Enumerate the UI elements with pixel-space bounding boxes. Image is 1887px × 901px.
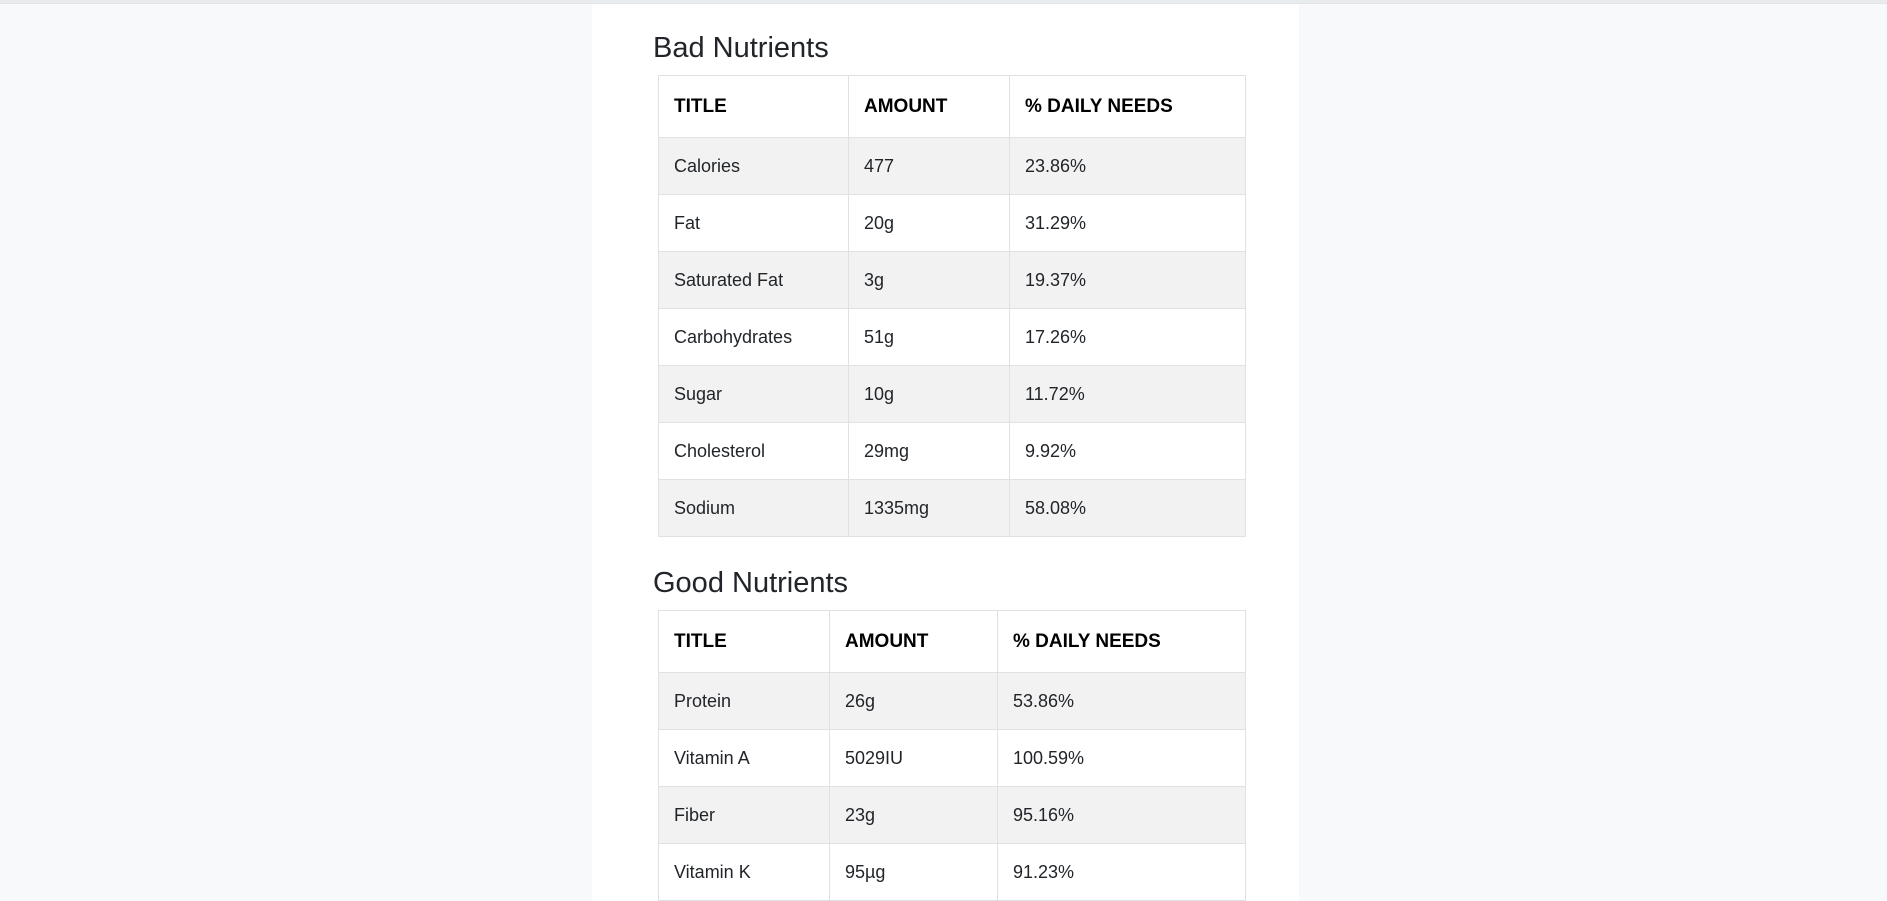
table-row: Calories 477 23.86%: [658, 137, 1246, 195]
cell-amount: 5029IU: [829, 729, 998, 787]
cell-title: Vitamin A: [658, 729, 830, 787]
column-header-daily-needs: % DAILY NEEDS: [1009, 75, 1246, 138]
cell-daily-needs: 91.23%: [997, 843, 1246, 901]
column-header-daily-needs: % DAILY NEEDS: [997, 610, 1246, 673]
cell-daily-needs: 58.08%: [1009, 479, 1246, 537]
cell-title: Protein: [658, 672, 830, 730]
cell-amount: 3g: [848, 251, 1010, 309]
cell-daily-needs: 11.72%: [1009, 365, 1246, 423]
cell-title: Fiber: [658, 786, 830, 844]
cell-amount: 10g: [848, 365, 1010, 423]
table-row: Fiber 23g 95.16%: [658, 786, 1246, 844]
cell-title: Sodium: [658, 479, 849, 537]
good-nutrients-heading: Good Nutrients: [653, 567, 849, 599]
table-header-row: TITLE AMOUNT % DAILY NEEDS: [658, 610, 1246, 673]
table-row: Sugar 10g 11.72%: [658, 365, 1246, 423]
cell-daily-needs: 95.16%: [997, 786, 1246, 844]
table-row: Vitamin A 5029IU 100.59%: [658, 729, 1246, 787]
table-row: Fat 20g 31.29%: [658, 194, 1246, 252]
column-header-title: TITLE: [658, 75, 849, 138]
table-row: Carbohydrates 51g 17.26%: [658, 308, 1246, 366]
cell-amount: 95µg: [829, 843, 998, 901]
column-header-title: TITLE: [658, 610, 830, 673]
table-row: Cholesterol 29mg 9.92%: [658, 422, 1246, 480]
cell-title: Sugar: [658, 365, 849, 423]
cell-daily-needs: 17.26%: [1009, 308, 1246, 366]
content-panel: Bad Nutrients TITLE AMOUNT % DAILY NEEDS…: [592, 4, 1299, 901]
cell-title: Cholesterol: [658, 422, 849, 480]
cell-daily-needs: 100.59%: [997, 729, 1246, 787]
cell-title: Carbohydrates: [658, 308, 849, 366]
cell-title: Calories: [658, 137, 849, 195]
table-row: Sodium 1335mg 58.08%: [658, 479, 1246, 537]
bad-nutrients-heading: Bad Nutrients: [653, 32, 829, 64]
cell-daily-needs: 31.29%: [1009, 194, 1246, 252]
cell-title: Saturated Fat: [658, 251, 849, 309]
top-border: [0, 0, 1887, 4]
cell-amount: 23g: [829, 786, 998, 844]
cell-amount: 51g: [848, 308, 1010, 366]
cell-daily-needs: 19.37%: [1009, 251, 1246, 309]
cell-amount: 29mg: [848, 422, 1010, 480]
cell-amount: 477: [848, 137, 1010, 195]
table-row: Saturated Fat 3g 19.37%: [658, 251, 1246, 309]
table-row: Vitamin K 95µg 91.23%: [658, 843, 1246, 901]
cell-daily-needs: 53.86%: [997, 672, 1246, 730]
cell-amount: 26g: [829, 672, 998, 730]
column-header-amount: AMOUNT: [848, 75, 1010, 138]
good-nutrients-table: TITLE AMOUNT % DAILY NEEDS Protein 26g 5…: [658, 610, 1246, 901]
column-header-amount: AMOUNT: [829, 610, 998, 673]
table-row: Protein 26g 53.86%: [658, 672, 1246, 730]
table-header-row: TITLE AMOUNT % DAILY NEEDS: [658, 75, 1246, 138]
cell-daily-needs: 23.86%: [1009, 137, 1246, 195]
cell-daily-needs: 9.92%: [1009, 422, 1246, 480]
cell-title: Vitamin K: [658, 843, 830, 901]
bad-nutrients-table: TITLE AMOUNT % DAILY NEEDS Calories 477 …: [658, 75, 1246, 537]
cell-title: Fat: [658, 194, 849, 252]
cell-amount: 20g: [848, 194, 1010, 252]
cell-amount: 1335mg: [848, 479, 1010, 537]
